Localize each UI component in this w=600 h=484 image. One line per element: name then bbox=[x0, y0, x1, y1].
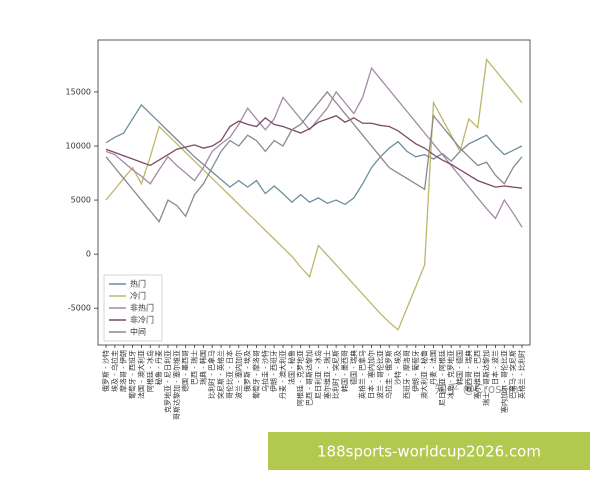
x-tick-label: 法国 - 澳大利亚 bbox=[136, 350, 145, 399]
series-line bbox=[105, 90, 523, 223]
x-tick-label: 埃及 - 乌拉圭 bbox=[110, 350, 119, 392]
x-tick-label: 乌拉圭 - 俄罗斯 bbox=[384, 350, 393, 399]
x-tick-label: 摩洛哥 - 伊朗 bbox=[119, 350, 128, 392]
x-tick-label: 瑞士 - 哥斯达黎加 bbox=[482, 350, 491, 406]
legend-label: 热门 bbox=[130, 279, 146, 289]
banner: 188sports-worldcup2026.com bbox=[317, 443, 541, 461]
x-tick-label: 波兰 - 塞内加尔 bbox=[234, 350, 243, 399]
x-tick-label: 比利时 - 突尼斯 bbox=[331, 350, 340, 399]
x-tick-label: 韩国 - 墨西哥 bbox=[340, 350, 349, 392]
x-tick-label: 哥斯达黎加 - 塞尔维亚 bbox=[172, 350, 181, 420]
x-tick-label: 英格兰 - 比利时 bbox=[517, 350, 526, 399]
x-tick-label: 沙特 - 埃及 bbox=[393, 350, 402, 385]
x-tick-label: 澳大利亚 - 秘鲁 bbox=[420, 350, 429, 399]
x-tick-label: 哥伦比亚 - 日本 bbox=[225, 350, 234, 399]
x-tick-label: 尼日利亚 - 冰岛 bbox=[313, 350, 322, 399]
banner-background bbox=[268, 432, 590, 470]
x-tick-label: 尼日利亚 - 阿根廷 bbox=[437, 350, 446, 406]
x-tick-label: 俄罗斯 - 沙特 bbox=[101, 350, 110, 392]
x-tick-label: 日本 - 波兰 bbox=[490, 350, 499, 385]
legend-label: 中间 bbox=[130, 327, 146, 337]
x-tick-label: 西班牙 - 摩洛哥 bbox=[402, 350, 411, 399]
y-tick-label: 0 bbox=[86, 250, 91, 259]
watermark: 知乎 @Crossin bbox=[435, 382, 519, 396]
x-tick-label: 法国 - 秘鲁 bbox=[287, 350, 296, 385]
x-tick-label: 巴西 - 哥斯达黎加 bbox=[305, 350, 314, 406]
x-tick-label: 塞尔维亚 - 瑞士 bbox=[322, 350, 331, 399]
x-tick-label: 伊朗 - 西班牙 bbox=[269, 350, 278, 392]
x-tick-label: 比利时 - 巴拿马 bbox=[207, 350, 216, 399]
x-tick-label: 英格兰 - 巴拿马 bbox=[358, 350, 367, 399]
x-tick-label: 瑞典 - 韩国 bbox=[198, 350, 207, 385]
x-tick-label: 韩国 - 德国 bbox=[455, 350, 464, 385]
x-tick-label: 塞内加尔 - 哥伦比亚 bbox=[499, 350, 508, 413]
x-tick-label: 葡萄牙 - 摩洛哥 bbox=[251, 350, 260, 399]
x-tick-label: 巴拿马 - 突尼斯 bbox=[508, 350, 517, 399]
legend-label: 非热门 bbox=[130, 303, 154, 313]
x-tick-label: 墨西哥 - 瑞典 bbox=[464, 350, 473, 392]
x-tick-label: 克罗地亚 - 尼日利亚 bbox=[163, 350, 172, 413]
x-tick-label: 波兰 - 哥伦比亚 bbox=[375, 350, 384, 399]
x-tick-label: 冰岛 - 克罗地亚 bbox=[446, 350, 455, 399]
series-line bbox=[105, 66, 523, 228]
plot-frame bbox=[97, 39, 531, 346]
x-tick-label: 巴西 - 瑞士 bbox=[190, 350, 199, 385]
x-tick-label: 阿根廷 - 克罗地亚 bbox=[296, 350, 305, 406]
series-line bbox=[105, 114, 523, 189]
x-tick-label: 葡萄牙 - 西班牙 bbox=[128, 350, 137, 399]
x-tick-label: 德国 - 瑞典 bbox=[349, 350, 358, 385]
x-tick-label: 秘鲁 - 丹麦 bbox=[154, 350, 163, 385]
series-line bbox=[105, 57, 523, 331]
x-tick-label: 塞尔维亚 - 巴西 bbox=[473, 350, 482, 399]
series-line bbox=[105, 103, 523, 206]
y-tick-label: 15000 bbox=[66, 87, 91, 96]
x-tick-label: 日本 - 塞内加尔 bbox=[367, 350, 376, 399]
legend-box bbox=[103, 274, 163, 342]
x-tick-label: 俄罗斯 - 埃及 bbox=[243, 350, 252, 392]
x-tick-label: 突尼斯 - 英格兰 bbox=[216, 350, 225, 399]
y-tick-label: -5000 bbox=[68, 304, 91, 313]
x-tick-label: 阿根廷 - 冰岛 bbox=[145, 350, 154, 392]
legend-label: 非冷门 bbox=[130, 315, 154, 325]
y-tick-label: 5000 bbox=[71, 196, 91, 205]
x-tick-label: 丹麦 - 澳大利亚 bbox=[278, 350, 287, 399]
y-tick-label: 10000 bbox=[66, 141, 91, 150]
x-tick-label: 乌拉圭 - 沙特 bbox=[260, 350, 269, 392]
x-tick-label: 丹麦 - 法国 bbox=[428, 350, 437, 385]
legend-label: 冷门 bbox=[130, 291, 146, 301]
x-tick-label: 德国 - 墨西哥 bbox=[181, 350, 190, 392]
x-tick-label: 伊朗 - 葡萄牙 bbox=[411, 350, 420, 392]
